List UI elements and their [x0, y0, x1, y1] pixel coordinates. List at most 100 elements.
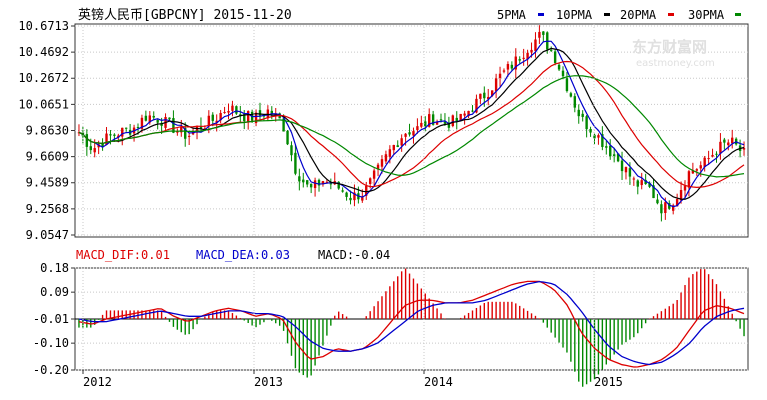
price-tick-label: 9.8630 [26, 124, 69, 138]
macd-lines [78, 280, 745, 368]
candle-body [652, 185, 655, 199]
candlesticks [77, 25, 746, 222]
candle-body [636, 180, 639, 187]
price-tick-label: 9.6609 [26, 150, 69, 164]
candle-body [420, 122, 423, 127]
candle-body [550, 49, 553, 51]
price-tick-label: 9.2568 [26, 202, 69, 216]
candle-body [396, 145, 399, 147]
candle-body [451, 115, 455, 127]
candle-body [467, 110, 470, 117]
ma-line-20pma [78, 60, 745, 189]
candle-body [121, 127, 124, 137]
legend-10pma-label: 10PMA [556, 8, 593, 22]
candle-body [361, 196, 364, 201]
candle-body [424, 121, 427, 126]
candle-body [573, 96, 577, 108]
candle-body [101, 142, 104, 147]
candle-body [447, 122, 451, 128]
candle-body [148, 115, 152, 123]
chart-title: 英镑人民币[GBPCNY] 2015-11-20 [78, 7, 292, 23]
candle-body [483, 92, 486, 99]
candle-body [309, 183, 313, 188]
candle-body [534, 39, 537, 51]
ma-line-10pma [78, 47, 745, 200]
candle-body [439, 119, 443, 121]
candle-body [235, 106, 238, 114]
candle-body [306, 180, 309, 185]
candle-body [656, 199, 659, 204]
candle-body [254, 112, 258, 124]
candle-body [699, 165, 702, 169]
candle-body [711, 154, 714, 157]
candle-body [675, 199, 679, 207]
candle-body [231, 105, 234, 111]
macd-dif-line [78, 280, 745, 368]
candle-body [172, 118, 175, 133]
candle-body [703, 157, 706, 167]
candle-body [140, 117, 144, 129]
candle-body [124, 127, 128, 129]
candle-body [601, 134, 604, 147]
candle-body [498, 73, 502, 78]
candle-body [227, 110, 230, 113]
candle-body [246, 111, 250, 122]
candle-body [313, 180, 317, 189]
candle-body [384, 154, 388, 162]
candle-body [510, 64, 514, 69]
candle-body [365, 185, 368, 196]
candle-body [262, 115, 266, 117]
macd-histogram [78, 268, 745, 387]
candle-body [687, 171, 691, 188]
candle-body [530, 49, 533, 53]
candle-body [731, 137, 734, 144]
candle-body [109, 134, 112, 136]
candle-body [671, 205, 675, 211]
candle-body [243, 114, 246, 122]
candle-body [518, 59, 521, 61]
candle-body [557, 64, 561, 70]
watermark-domain-text: eastmoney.com [636, 58, 715, 69]
candle-body [569, 93, 573, 97]
candle-body [184, 127, 187, 139]
legend-5pma-label: 5PMA [497, 8, 527, 22]
macd-tick-label: 0.18 [40, 261, 69, 275]
candle-body [589, 128, 592, 133]
candle-body [553, 51, 557, 64]
candle-body [431, 114, 435, 125]
macd-tick-label: -0.20 [33, 363, 69, 377]
candle-body [349, 197, 352, 201]
candle-body [490, 90, 494, 96]
candle-body [341, 190, 344, 192]
candle-body [471, 110, 474, 112]
ma-line-30pma [78, 75, 745, 178]
candle-body [514, 56, 517, 70]
candle-body [412, 131, 415, 136]
candle-body [156, 119, 159, 123]
candle-body [593, 134, 596, 139]
candle-body [195, 126, 199, 133]
legend-20pma-label: 20PMA [620, 8, 657, 22]
price-tick-label: 9.4589 [26, 176, 69, 190]
macd-tick-label: -0.01 [33, 312, 69, 326]
candle-body [353, 192, 356, 201]
candle-body [372, 170, 376, 179]
candle-body [400, 138, 403, 146]
candle-body [376, 164, 380, 170]
price-tick-label: 10.2672 [18, 71, 69, 85]
candle-body [187, 135, 191, 137]
candle-body [487, 96, 490, 100]
price-tick-label: 10.4692 [18, 45, 69, 59]
candle-body [203, 128, 207, 130]
legend-10pma-swatch [604, 13, 610, 16]
candle-body [219, 112, 222, 121]
candle-body [628, 168, 632, 177]
candle-body [290, 145, 293, 156]
candle-body [89, 146, 92, 151]
candle-body [577, 109, 580, 117]
candle-body [648, 182, 651, 187]
candle-body [597, 135, 600, 138]
macd-value-label: MACD:-0.04 [318, 248, 390, 262]
macd-dif-label: MACD_DIF:0.01 [76, 248, 170, 262]
